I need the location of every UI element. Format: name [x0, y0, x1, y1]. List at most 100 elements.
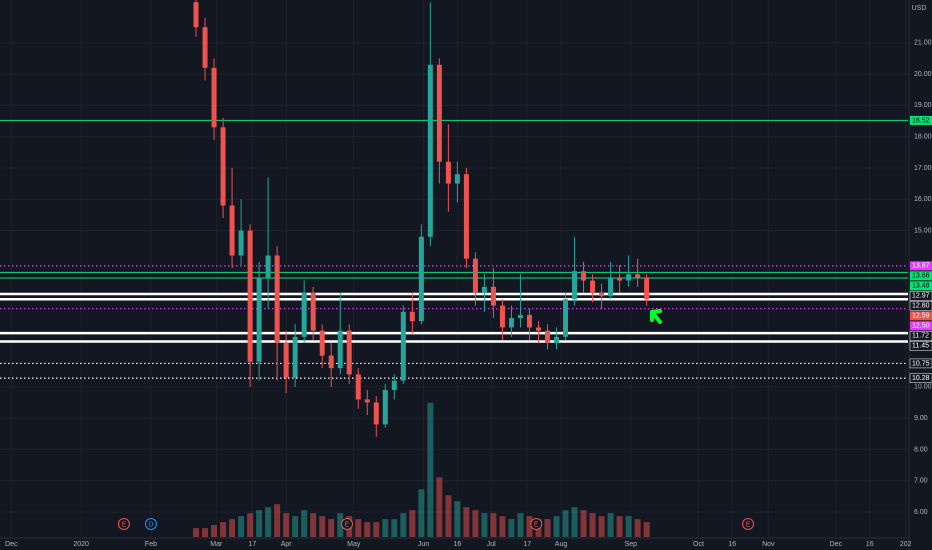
x-tick-label: Oct: [693, 541, 704, 548]
price-label-bg: [909, 331, 932, 341]
x-tick-label: Dec: [5, 541, 18, 548]
volume-bar: [409, 510, 416, 537]
candle-body: [572, 271, 578, 300]
volume-bar: [607, 513, 614, 537]
y-tick-label: 19.00: [914, 102, 932, 109]
volume-bar: [472, 510, 479, 537]
candle-body: [238, 230, 244, 256]
candle-body: [355, 374, 361, 400]
candle-body: [545, 330, 551, 344]
x-tick-label: Apr: [281, 541, 293, 548]
volume-bar: [220, 522, 227, 537]
volume-bar: [310, 513, 317, 537]
candle-body: [265, 255, 271, 278]
candle-body: [391, 380, 397, 391]
volume-bar: [571, 507, 578, 537]
price-label: 11.72: [912, 333, 929, 340]
volume-bar: [283, 513, 290, 537]
event-marker: [144, 518, 157, 530]
price-label: 10.75: [912, 360, 930, 367]
price-label-bg: [909, 341, 932, 351]
candle-body: [409, 311, 415, 322]
event-marker: [530, 518, 543, 530]
candle-body: [445, 161, 451, 184]
candle-body: [328, 355, 334, 369]
volume-bar: [256, 510, 263, 537]
candle-body: [463, 174, 469, 259]
candle-body: [590, 280, 596, 294]
candle-body: [193, 2, 199, 28]
volume-bar: [229, 519, 236, 537]
volume-bar: [499, 516, 506, 537]
y-tick-label: 18.00: [914, 134, 932, 141]
y-tick-label: 21.00: [914, 40, 932, 47]
price-label-bg: [909, 301, 932, 311]
volume-bar: [454, 501, 461, 537]
candle-body: [535, 327, 541, 331]
volume-bar: [580, 510, 587, 537]
candle-body: [373, 402, 379, 425]
candle-body: [256, 277, 262, 362]
volume-bar: [634, 519, 641, 537]
candle-body: [508, 318, 514, 328]
volume-bar: [481, 513, 488, 537]
candle-body: [490, 286, 496, 306]
candle-layer: [193, 0, 650, 437]
volume-bar: [544, 519, 551, 537]
volume-bar: [238, 516, 245, 537]
level-layer: [0, 119, 908, 379]
volume-bar: [400, 513, 407, 537]
candle-body: [211, 67, 217, 128]
x-tick-label: Dec: [830, 541, 843, 548]
candle-body: [644, 277, 650, 300]
price-label-bg: [909, 358, 932, 369]
event-marker: [742, 518, 755, 530]
event-marker: [340, 518, 353, 530]
x-tick-label: 2020: [73, 541, 89, 548]
volume-bar: [517, 513, 524, 537]
x-tick-label: 16: [866, 541, 874, 548]
candle-body: [292, 336, 298, 378]
volume-bar: [274, 504, 281, 537]
candle-body: [310, 293, 316, 331]
x-tick-label: 17: [248, 541, 256, 548]
volume-bar: [436, 477, 443, 537]
x-tick-label: 202: [900, 541, 912, 548]
candle-body: [400, 311, 406, 381]
volume-bar: [643, 522, 650, 537]
volume-bar: [202, 528, 209, 537]
volume-bar: [382, 519, 389, 537]
y-tick-label: 20.00: [914, 71, 932, 78]
y-tick-label: 17.00: [914, 165, 932, 172]
candle-body: [319, 330, 325, 356]
candle-body: [418, 236, 424, 322]
candle-body: [554, 336, 560, 344]
candle-body: [337, 330, 343, 369]
candle-body: [472, 258, 478, 294]
price-label: 12.50: [912, 323, 930, 330]
candle-body: [599, 293, 605, 297]
price-label-bg: [910, 321, 932, 331]
x-tick-label: Aug: [555, 541, 568, 548]
volume-bar: [562, 510, 569, 537]
event-label: E: [746, 521, 751, 528]
x-tick-label: 16: [728, 541, 736, 548]
x-tick-label: 16: [453, 541, 461, 548]
price-label: 11.45: [912, 343, 929, 350]
label-layer: 21.00 20.00 19.00 18.00 17.00 16.00 15.00 10.00…: [5, 40, 932, 548]
price-label: 10.28: [912, 375, 930, 382]
price-label-bg: [910, 271, 932, 281]
candle-body: [229, 205, 235, 256]
candle-body: [436, 64, 442, 162]
volume-bar: [490, 513, 497, 537]
price-label: 18.52: [912, 117, 930, 124]
x-tick-label: 17: [523, 541, 531, 548]
volume-bar: [355, 519, 362, 537]
x-tick-label: May: [347, 541, 361, 548]
volume-bar: [616, 516, 623, 537]
x-tick-label: Mar: [210, 541, 223, 548]
volume-bar: [193, 528, 200, 537]
price-label-bg: [910, 115, 932, 125]
